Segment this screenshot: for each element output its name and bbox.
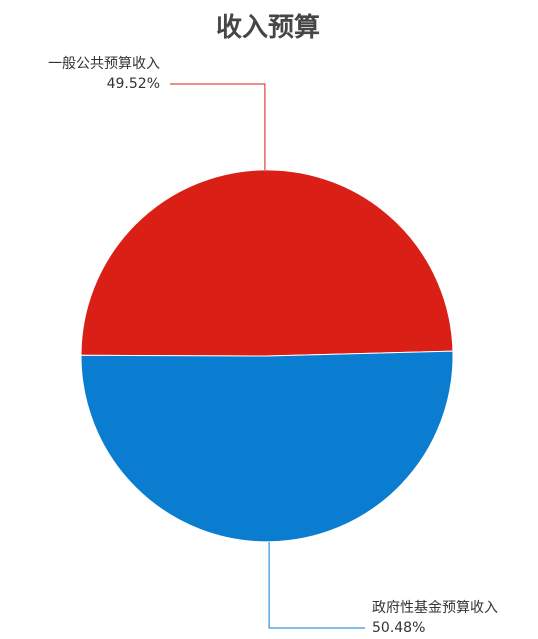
- pie-slice-2[interactable]: [80, 350, 454, 543]
- slice-labels: 一般公共预算收入 49.52% 政府性基金预算收入 50.48%: [48, 56, 498, 636]
- slice-label-name-1: 一般公共预算收入: [48, 56, 160, 72]
- pie-slices: [80, 169, 454, 543]
- leader-line-1: [170, 83, 266, 170]
- pie-slice-1[interactable]: [80, 169, 454, 357]
- chart-title: 收入预算: [216, 12, 320, 43]
- leader-line-2: [268, 542, 365, 629]
- slice-label-percent-2: 50.48%: [372, 620, 425, 636]
- leader-lines: [170, 83, 365, 629]
- slice-label-name-2: 政府性基金预算收入: [372, 599, 498, 616]
- slice-label-percent-1: 49.52%: [107, 76, 160, 92]
